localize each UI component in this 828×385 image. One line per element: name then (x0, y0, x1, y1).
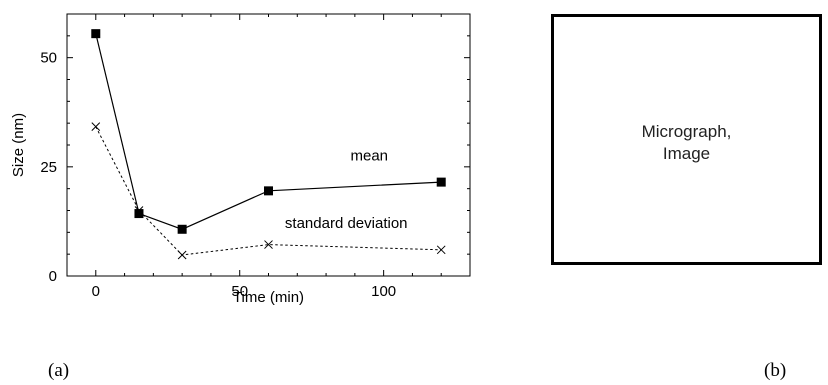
series-layer (91, 29, 446, 260)
x-tick-label: 50 (231, 283, 248, 300)
data-point-standard-deviation (91, 122, 101, 132)
y-tick-label: 0 (49, 268, 57, 285)
plot-frame (66, 13, 471, 277)
panel-label-b: (b) (764, 360, 787, 381)
x-tick-label: 0 (92, 283, 100, 300)
data-point-standard-deviation (134, 206, 144, 215)
micrograph-placeholder: Micrograph, Image (551, 14, 822, 265)
line-chart: 0 50 100 0 25 50 Time (min) Size (nm) mean st… (10, 13, 471, 306)
tick-labels: 0 50 100 0 25 50 (40, 50, 396, 300)
data-point-standard-deviation (436, 245, 446, 255)
micrograph-label-line-2: Image (662, 144, 711, 163)
x-tick-label: 100 (371, 283, 396, 300)
micrograph-label: Micrograph, Image (554, 121, 819, 165)
data-point-mean (264, 186, 273, 196)
data-point-mean (436, 177, 446, 187)
data-point-standard-deviation (177, 250, 187, 260)
panel-label-a: (a) (48, 360, 70, 381)
micrograph-label-line-1: Micrograph, (641, 122, 732, 141)
data-point-mean (177, 224, 187, 234)
data-point-standard-deviation (264, 240, 273, 249)
tick-marks (66, 13, 471, 277)
x-axis-label: Time (min) (233, 289, 304, 306)
series-line-mean (95, 33, 442, 230)
data-point-mean (91, 29, 101, 39)
series-label-standard-deviation: standard deviation (285, 215, 408, 232)
series-label-mean: mean (350, 147, 388, 164)
data-point-mean (134, 209, 144, 219)
y-tick-label: 25 (40, 159, 57, 176)
y-axis-label: Size (nm) (10, 113, 27, 177)
y-tick-label: 50 (40, 50, 57, 67)
